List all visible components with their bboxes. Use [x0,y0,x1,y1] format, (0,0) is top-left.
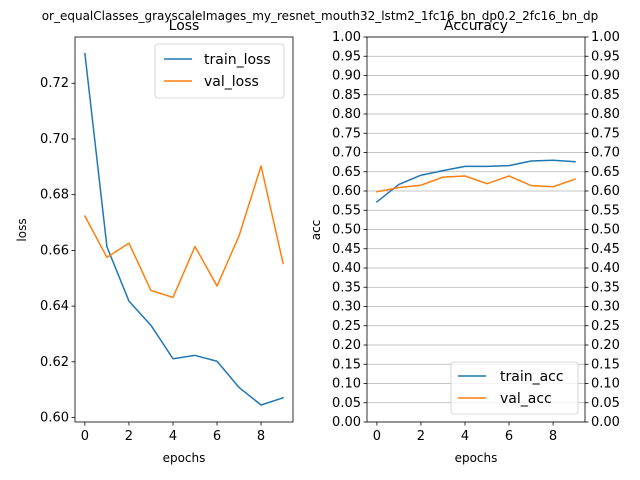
ytick-label-right: 0.00 [591,415,620,430]
ytick-label: 1.00 [332,30,361,45]
loss-ylabel: loss [15,218,29,241]
ytick-label-right: 0.60 [591,184,620,199]
accuracy-legend: train_acc val_acc [450,361,579,415]
xtick-label: 4 [169,429,177,444]
ytick-label-right: 0.85 [591,88,620,103]
ytick-label: 0.72 [40,76,69,91]
ytick-label-right: 0.65 [591,165,620,180]
xtick-label: 0 [373,429,381,444]
xtick-label: 0 [81,429,89,444]
ytick-label: 0.65 [332,165,361,180]
ytick-label-right: 0.30 [591,300,620,315]
ytick-label: 0.20 [332,338,361,353]
accuracy-legend-box [450,361,579,415]
ytick-label: 0.70 [40,132,69,147]
ytick-label-right: 0.80 [591,107,620,122]
ytick-label: 0.80 [332,107,361,122]
ytick-label-right: 0.55 [591,203,620,218]
ytick-label: 0.15 [332,357,361,372]
accuracy-panel: 0.00 0.00 0.05 0.05 0.10 0.10 0.15 0.15 0.20 0.20… [309,18,620,465]
ytick-label: 0.85 [332,88,361,103]
ytick-label-right: 0.10 [591,377,620,392]
ytick-label: 0.00 [332,415,361,430]
legend-label-train-loss: train_loss [204,52,271,68]
ytick-label-right: 0.50 [591,223,620,238]
ytick-label-right: 0.70 [591,146,620,161]
xtick-label: 6 [505,429,513,444]
ytick-label: 0.55 [332,203,361,218]
ytick-label: 0.68 [40,188,69,203]
ytick-label: 0.64 [40,299,69,314]
loss-series-lines [83,52,285,406]
loss-legend: train_loss val_loss [154,43,285,99]
ytick-label: 0.50 [332,223,361,238]
accuracy-xlabel: epochs [455,451,498,465]
ytick-label-right: 0.35 [591,280,620,295]
legend-label-train-acc: train_acc [500,369,564,385]
figure-suptitle: or_equalClasses_grayscaleImages_my_resne… [42,9,599,23]
accuracy-series-lines [375,159,577,203]
ytick-label-right: 0.95 [591,49,620,64]
ytick-label-right: 0.20 [591,338,620,353]
ytick-label: 0.62 [40,355,69,370]
xtick-label: 8 [257,429,265,444]
legend-label-val-loss: val_loss [204,74,259,90]
ytick-label-right: 0.40 [591,261,620,276]
xtick-label: 4 [461,429,469,444]
loss-axes-frame [74,36,294,423]
accuracy-title: Accuracy [444,18,508,34]
ytick-label: 0.95 [332,49,361,64]
ytick-label-right: 0.45 [591,242,620,257]
ytick-label: 0.35 [332,280,361,295]
accuracy-ylabel: acc [309,220,323,241]
xtick-label: 2 [417,429,425,444]
loss-ticks: 0.60 0.62 0.64 0.66 0.68 0.70 0.72 0 2 4 6 8 [40,76,265,444]
loss-panel: 0.60 0.62 0.64 0.66 0.68 0.70 0.72 0 2 4 6 8 Loss e… [15,18,294,465]
ytick-label: 0.70 [332,146,361,161]
loss-xlabel: epochs [163,451,206,465]
ytick-label: 0.45 [332,242,361,257]
ytick-label: 0.30 [332,300,361,315]
xtick-label: 6 [213,429,221,444]
ytick-label-right: 0.15 [591,357,620,372]
ytick-label: 0.66 [40,243,69,258]
ytick-label-right: 0.75 [591,126,620,141]
ytick-label: 0.60 [332,184,361,199]
series-line-train-loss [84,52,285,406]
xtick-label: 8 [549,429,557,444]
ytick-label: 0.05 [332,396,361,411]
ytick-label: 0.60 [40,411,69,426]
loss-legend-box [154,43,285,99]
ytick-label: 0.75 [332,126,361,141]
ytick-label-right: 0.25 [591,319,620,334]
ytick-label-right: 0.90 [591,69,620,84]
ytick-label: 0.10 [332,377,361,392]
series-line-val-acc [376,175,577,193]
series-line-val-loss [83,165,284,299]
ytick-label: 0.25 [332,319,361,334]
legend-label-val-acc: val_acc [500,391,552,407]
ytick-label-right: 0.05 [591,396,620,411]
series-line-train-acc [375,159,576,203]
ytick-label-right: 1.00 [591,30,620,45]
xtick-label: 2 [125,429,133,444]
ytick-label: 0.40 [332,261,361,276]
ytick-label: 0.90 [332,69,361,84]
loss-title: Loss [169,18,200,34]
accuracy-ticks: 0.00 0.00 0.05 0.05 0.10 0.10 0.15 0.15 0.20 0.20… [332,30,620,444]
